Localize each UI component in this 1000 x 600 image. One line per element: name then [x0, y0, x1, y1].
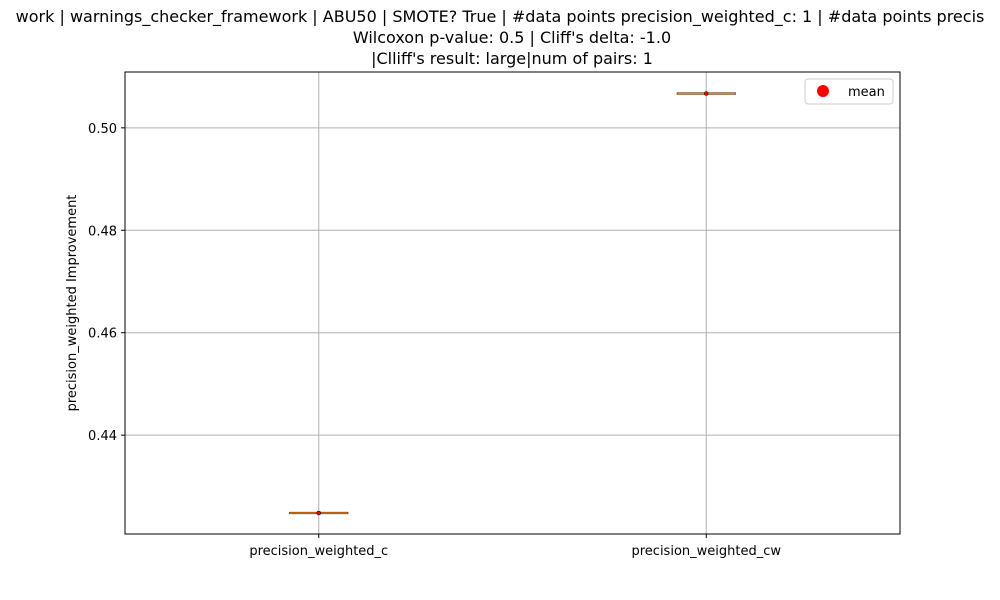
chart-subtitle-line: |Clliff's result: large|num of pairs: 1 — [371, 49, 653, 68]
chart-subtitle-line: Wilcoxon p-value: 0.5 | Cliff's delta: -… — [353, 28, 671, 47]
grid-layer — [125, 72, 900, 534]
axis-layer: 0.44 0.46 0.48 0.50 precision_weighted_c prec… — [88, 122, 781, 559]
legend-mean-label: mean — [848, 85, 885, 100]
y-tick-label: 0.44 — [88, 429, 117, 444]
y-tick-label: 0.48 — [88, 224, 117, 239]
y-tick-label: 0.46 — [88, 327, 117, 342]
data-layer — [289, 91, 736, 516]
y-tick-label: 0.50 — [88, 122, 117, 137]
legend-box — [804, 78, 894, 105]
legend: mean — [804, 78, 894, 105]
mean-marker — [704, 91, 709, 96]
plot-frame — [124, 71, 901, 535]
chart-title-line: work | warnings_checker_framework | ABU5… — [16, 7, 985, 27]
y-axis-label: precision_weighted Improvement — [65, 195, 80, 412]
legend-mean-marker — [817, 85, 829, 97]
x-tick-label: precision_weighted_c — [249, 544, 388, 559]
x-tick-label: precision_weighted_cw — [631, 544, 781, 559]
mean-marker — [316, 510, 321, 516]
chart-title: work | warnings_checker_framework | ABU5… — [16, 7, 985, 68]
